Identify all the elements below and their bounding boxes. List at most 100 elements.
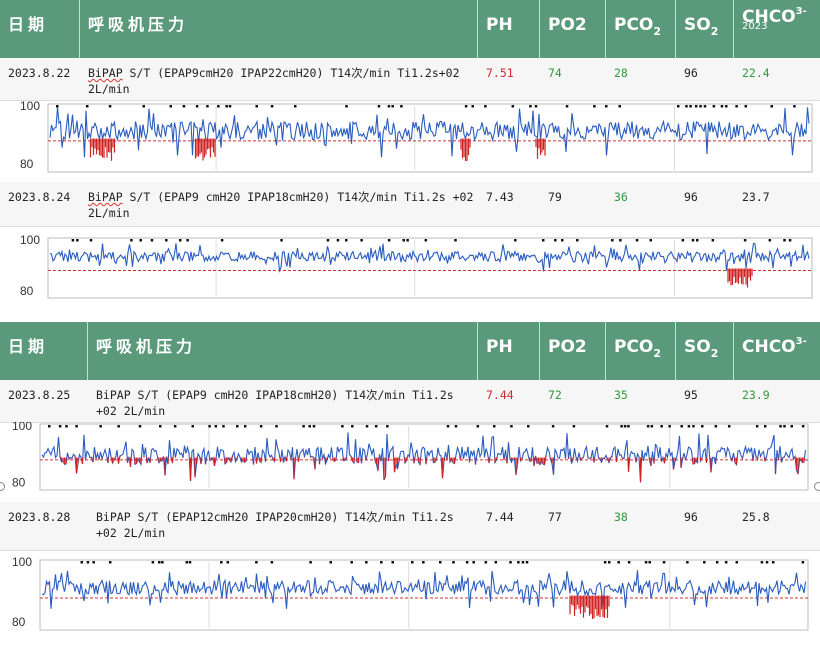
- table-row: 2023.8.24 BiPAP S/T (EPAP9 cmH20 IPAP18c…: [0, 182, 820, 227]
- event-marker: [255, 105, 258, 108]
- event-marker: [387, 239, 391, 242]
- header-po2: PO2: [540, 322, 606, 380]
- event-marker: [687, 425, 691, 428]
- event-marker: [169, 105, 173, 108]
- event-marker: [454, 425, 458, 428]
- event-marker: [391, 105, 394, 108]
- header-pco2: PCO2: [606, 0, 676, 58]
- event-marker: [464, 105, 468, 108]
- header-so2: SO2: [676, 0, 734, 58]
- event-marker: [280, 239, 283, 242]
- plot-frame: [39, 559, 809, 631]
- table-row: 2023.8.25 BiPAP S/T (EPAP9 cmH20 IPAP18c…: [0, 380, 820, 423]
- event-marker: [561, 239, 564, 242]
- event-marker: [605, 105, 608, 108]
- row-pressure: BiPAP S/T (EPAP9 cmH20 IPAP18cmH20) T14次…: [88, 190, 474, 220]
- event-marker: [85, 105, 89, 108]
- row-hco3: 23.9: [742, 388, 770, 402]
- spo2-trace: [41, 432, 807, 483]
- header-pressure: 呼吸机压力: [80, 0, 478, 58]
- event-marker: [611, 239, 614, 242]
- event-marker: [725, 105, 728, 108]
- table-row: 2023.8.22 BiPAP S/T (EPAP9cmH20 IPAP22cm…: [0, 58, 820, 101]
- event-marker: [345, 239, 348, 242]
- event-marker: [521, 561, 525, 564]
- spo2-trend-chart: 100 80: [0, 419, 820, 502]
- resize-handle[interactable]: [814, 482, 820, 491]
- event-marker: [701, 425, 704, 428]
- row-date: 2023.8.28: [8, 510, 71, 524]
- event-marker: [65, 425, 68, 428]
- event-marker: [607, 561, 611, 564]
- spo2-trend-chart: 100 80: [0, 99, 820, 182]
- row-pco2: 36: [614, 190, 628, 204]
- event-marker: [225, 105, 228, 108]
- event-marker: [159, 425, 162, 428]
- event-marker: [465, 561, 469, 564]
- row-pressure: BiPAP S/T (EPAP12cmH20 IPAP20cmH20) T14次…: [96, 510, 454, 540]
- event-marker: [627, 425, 630, 428]
- row-ph: 7.51: [486, 66, 514, 80]
- event-marker: [692, 425, 695, 428]
- event-marker: [714, 425, 718, 428]
- event-marker: [92, 561, 95, 564]
- event-marker: [422, 561, 425, 564]
- plot-frame: [47, 103, 813, 173]
- plot-frame: [39, 423, 809, 491]
- event-marker: [576, 239, 579, 242]
- event-marker: [130, 239, 133, 242]
- event-marker: [99, 425, 102, 428]
- row-date: 2023.8.22: [8, 66, 71, 80]
- event-marker: [529, 105, 532, 108]
- event-marker: [58, 425, 62, 428]
- event-marker: [779, 425, 782, 428]
- event-marker: [668, 425, 671, 428]
- event-marker: [727, 425, 731, 428]
- event-marker: [380, 561, 383, 564]
- event-marker: [691, 239, 695, 242]
- spo2-trend-svg: 100 80: [12, 555, 809, 631]
- event-marker: [527, 425, 530, 428]
- event-marker: [801, 425, 805, 428]
- spo2-trace: [49, 242, 810, 273]
- event-marker: [788, 239, 792, 242]
- row-pco2: 38: [614, 510, 628, 524]
- event-marker: [541, 239, 545, 242]
- y-tick-label: 100: [12, 555, 32, 569]
- event-marker: [699, 105, 702, 108]
- y-tick-label: 80: [20, 284, 34, 298]
- event-marker: [138, 425, 142, 428]
- event-marker: [302, 425, 305, 428]
- event-marker: [551, 425, 555, 428]
- event-marker: [222, 425, 225, 428]
- event-marker: [350, 561, 353, 564]
- event-marker: [309, 561, 312, 564]
- row-pressure: BiPAP S/T (EPAP9cmH20 IPAP22cmH20) T14次/…: [88, 66, 460, 96]
- header-hco3: CHCO3-: [742, 336, 807, 357]
- event-marker: [365, 425, 369, 428]
- event-marker: [793, 105, 796, 108]
- event-marker: [689, 105, 692, 108]
- event-marker: [195, 105, 199, 108]
- event-marker: [259, 425, 263, 428]
- header-pco2: PCO2: [606, 322, 676, 380]
- event-marker: [374, 425, 378, 428]
- event-marker: [763, 425, 767, 428]
- event-marker: [703, 105, 707, 108]
- resize-handle[interactable]: [0, 482, 5, 491]
- y-tick-label: 80: [12, 615, 26, 629]
- row-po2: 74: [548, 66, 562, 80]
- event-marker: [623, 425, 627, 428]
- header-so2: SO2: [676, 322, 734, 380]
- event-marker: [593, 105, 596, 108]
- event-marker: [411, 561, 414, 564]
- plot-frame: [47, 237, 813, 299]
- row-ph: 7.43: [486, 190, 514, 204]
- row-date: 2023.8.24: [8, 190, 71, 204]
- row-so2: 96: [684, 190, 698, 204]
- event-marker: [182, 105, 186, 108]
- event-marker: [492, 425, 496, 428]
- event-marker: [744, 105, 748, 108]
- event-marker: [619, 239, 622, 242]
- event-marker: [438, 561, 442, 564]
